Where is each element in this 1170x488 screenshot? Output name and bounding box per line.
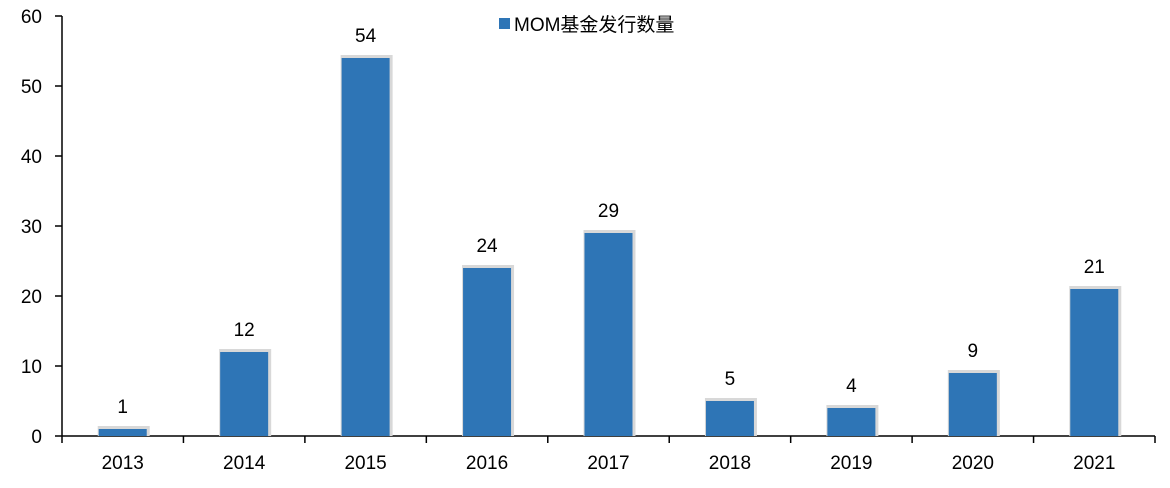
x-tick-label: 2021 — [1073, 453, 1115, 474]
bar-series — [97, 55, 1122, 436]
x-tick-label: 2013 — [102, 453, 144, 474]
x-tick-label: 2020 — [952, 453, 994, 474]
y-tick-label: 20 — [21, 287, 42, 308]
x-tick-label: 2018 — [709, 453, 751, 474]
legend: MOM基金发行数量 — [499, 14, 674, 36]
bar-2017 — [584, 233, 633, 436]
y-axis: 0 10 20 30 40 50 60 — [21, 7, 63, 448]
x-tick-label: 2017 — [587, 453, 629, 474]
x-tick-label: 2015 — [344, 453, 386, 474]
y-tick-label: 60 — [21, 7, 42, 28]
legend-label: MOM基金发行数量 — [514, 14, 674, 36]
bar-2015 — [341, 58, 390, 436]
y-tick-label: 10 — [21, 357, 42, 378]
data-label: 12 — [234, 320, 255, 341]
bar-2018 — [705, 401, 754, 436]
data-label: 21 — [1084, 257, 1105, 278]
data-label: 1 — [117, 397, 128, 418]
y-tick-label: 30 — [21, 217, 42, 238]
data-label: 54 — [355, 26, 377, 47]
data-label: 4 — [846, 376, 857, 397]
bar-2014 — [220, 352, 269, 436]
y-tick-label: 0 — [31, 427, 42, 448]
bar-2020 — [948, 373, 997, 436]
bar-2021 — [1070, 289, 1119, 436]
bar-2013 — [98, 429, 147, 436]
x-axis: 2013 2014 2015 2016 2017 2018 2019 2020 2021 — [61, 435, 1156, 474]
data-label: 5 — [725, 369, 736, 390]
x-tick-label: 2016 — [466, 453, 508, 474]
x-tick-label: 2019 — [830, 453, 872, 474]
x-tick-label: 2014 — [223, 453, 266, 474]
legend-swatch — [499, 18, 510, 29]
bar-2016 — [463, 268, 512, 436]
y-tick-label: 50 — [21, 77, 42, 98]
data-label: 29 — [598, 201, 619, 222]
bar-2019 — [827, 408, 876, 436]
data-label: 9 — [968, 341, 979, 362]
y-tick-label: 40 — [21, 147, 42, 168]
data-label: 24 — [476, 236, 498, 257]
